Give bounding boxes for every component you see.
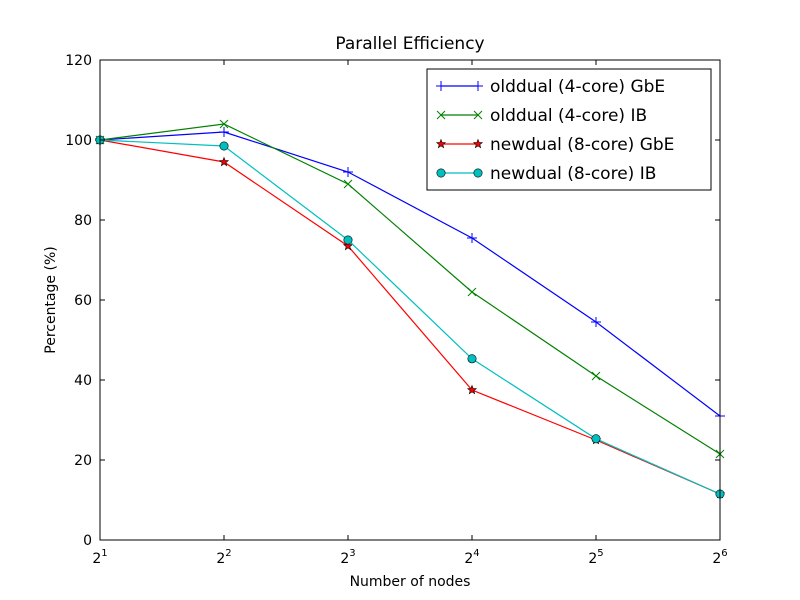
data-point-circle: [591, 434, 601, 444]
x-tick-label: 23: [340, 548, 355, 567]
x-tick-label: 22: [216, 548, 231, 567]
data-point-star: [472, 138, 484, 149]
x-axis-label: Number of nodes: [350, 574, 471, 590]
data-point-plus: [436, 81, 446, 91]
x-tick-exponent: 5: [597, 548, 603, 559]
data-point-circle: [436, 168, 446, 178]
data-point-plus: [591, 317, 601, 327]
legend-item: newdual (8-core) GbE: [435, 135, 674, 155]
series-line: [99, 131, 721, 417]
x-tick-label: 26: [712, 548, 727, 567]
y-axis-label: Percentage (%): [43, 246, 59, 353]
y-tick-label: 40: [74, 373, 92, 389]
data-point-star: [466, 384, 478, 395]
data-point-plus: [343, 167, 353, 177]
data-point-x: [467, 287, 477, 297]
data-point-plus: [467, 233, 477, 243]
y-tick-label: 60: [74, 293, 92, 309]
series-line: [99, 139, 721, 495]
data-point-x: [473, 110, 483, 120]
legend-box: [426, 68, 712, 191]
series-line: [99, 139, 721, 495]
data-point-plus: [473, 81, 483, 91]
x-tick-exponent: 6: [721, 548, 727, 559]
legend: olddual (4-core) GbE olddual (4-core) IB n…: [426, 68, 712, 191]
y-tick-label: 100: [65, 133, 92, 149]
x-tick-exponent: 1: [101, 548, 107, 559]
x-tick-base: 2: [464, 551, 473, 567]
x-tick-exponent: 3: [349, 548, 355, 559]
x-tick-base: 2: [588, 551, 597, 567]
x-tick-base: 2: [92, 551, 101, 567]
legend-label: olddual (4-core) IB: [490, 106, 647, 126]
data-point-circle: [343, 235, 353, 245]
data-point-x: [436, 110, 446, 120]
data-point-x: [591, 371, 601, 381]
data-point-circle: [473, 168, 483, 178]
x-tick-base: 2: [712, 551, 721, 567]
data-point-star: [218, 156, 230, 167]
data-point-circle: [219, 141, 229, 151]
data-point-plus: [219, 127, 229, 137]
x-tick-label: 21: [92, 548, 107, 567]
legend-label: newdual (8-core) GbE: [490, 135, 674, 155]
x-tick-label: 25: [588, 548, 603, 567]
x-tick-label: 24: [464, 548, 479, 567]
x-tick-base: 2: [216, 551, 225, 567]
x-tick-exponent: 2: [225, 548, 231, 559]
y-tick-label: 20: [74, 453, 92, 469]
y-tick-label: 120: [65, 53, 92, 69]
legend-label: olddual (4-core) GbE: [490, 77, 665, 97]
x-tick-base: 2: [340, 551, 349, 567]
x-tick-exponent: 4: [473, 548, 479, 559]
legend-item: olddual (4-core) IB: [436, 106, 647, 126]
chart-title: Parallel Efficiency: [335, 34, 484, 54]
y-tick-label: 80: [74, 213, 92, 229]
data-point-x: [343, 179, 353, 189]
legend-item: olddual (4-core) GbE: [436, 77, 665, 97]
data-point-x: [219, 119, 229, 129]
y-tick-label: 0: [83, 533, 92, 549]
data-point-circle: [467, 354, 477, 364]
legend-label: newdual (8-core) IB: [490, 164, 656, 184]
data-point-star: [342, 240, 354, 251]
series-line: [99, 123, 721, 455]
data-point-star: [435, 138, 447, 149]
legend-item: newdual (8-core) IB: [436, 164, 656, 184]
